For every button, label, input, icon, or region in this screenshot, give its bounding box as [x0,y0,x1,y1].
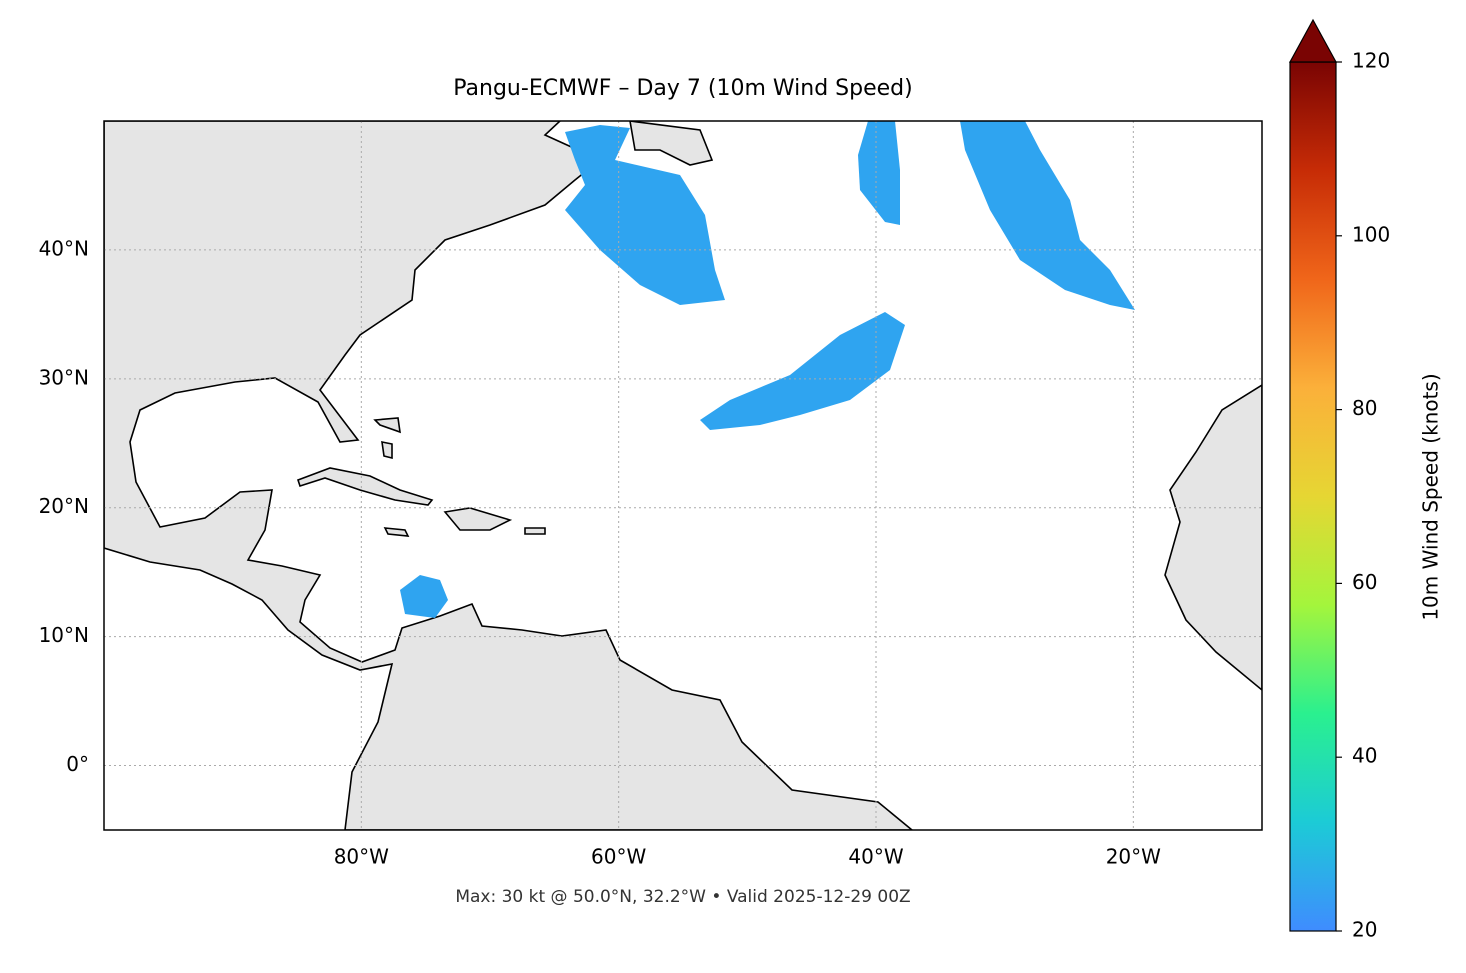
chart-title: Pangu-ECMWF – Day 7 (10m Wind Speed) [453,76,912,101]
x-tick-label: 20°W [1106,845,1161,869]
x-tick-label: 60°W [591,845,646,869]
wind-area [960,121,1135,310]
grid [104,121,1262,830]
y-tick-label: 40°N [39,236,89,260]
colorbar-label: 10m Wind Speed (knots) [1419,373,1443,620]
colorbar-tick-label: 60 [1352,570,1377,594]
colorbar-tick-label: 120 [1352,49,1390,73]
y-tick-label: 20°N [39,494,89,518]
map [104,121,1262,830]
newfoundland [629,121,714,166]
puerto-rico [524,527,546,535]
cuba [296,467,434,506]
y-tick-label: 0° [66,752,89,776]
wind-area [700,312,905,430]
bahamas [373,417,401,460]
colorbar-extend [1288,18,1338,63]
wind-area [400,575,448,618]
colorbar-tick-label: 20 [1352,918,1377,942]
colorbar-tick-label: 80 [1352,396,1377,420]
hispaniola [443,507,513,531]
jamaica [383,527,410,537]
wind-area [858,121,900,225]
y-tick-label: 30°N [39,365,89,389]
wind-area [565,125,725,305]
colorbar-tick-label: 100 [1352,222,1390,246]
x-tick-label: 80°W [334,845,389,869]
y-tick-label: 10°N [39,623,89,647]
africa [1164,384,1262,692]
x-tick-label: 40°W [848,845,903,869]
north-south-america [104,121,914,830]
colorbar-tick-label: 40 [1352,744,1377,768]
map-frame [103,120,1263,831]
caption: Max: 30 kt @ 50.0°N, 32.2°W • Valid 2025… [455,887,910,907]
colorbar [1289,61,1337,932]
